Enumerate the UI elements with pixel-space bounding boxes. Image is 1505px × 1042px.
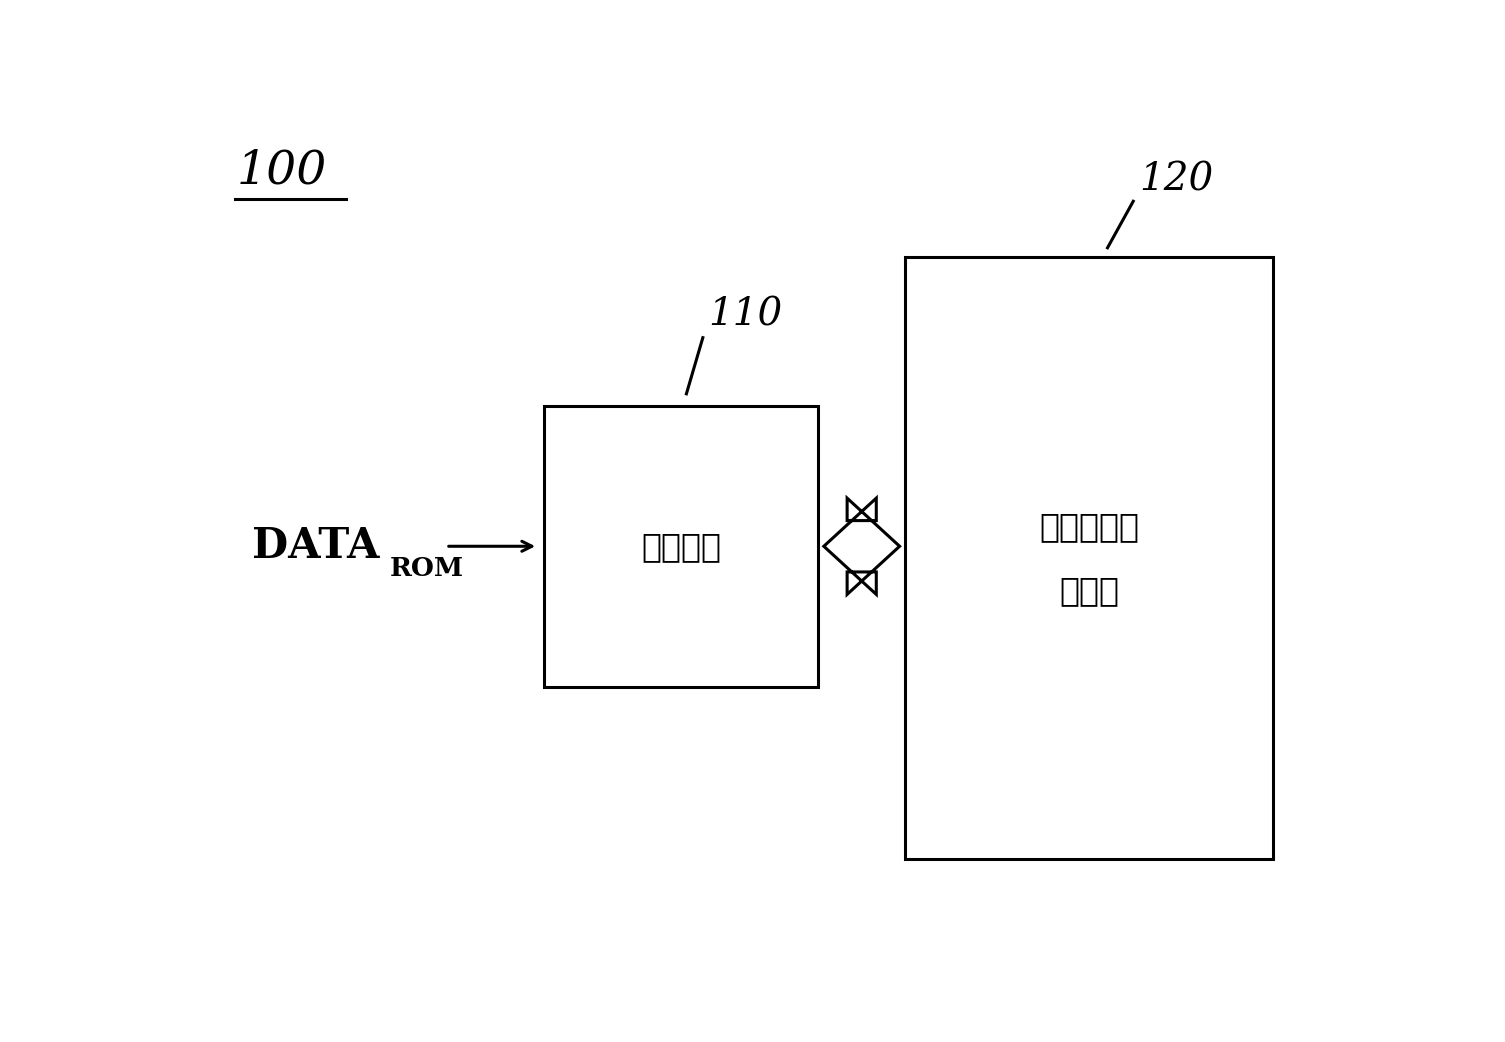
Bar <box>906 257 1273 860</box>
Text: ROM: ROM <box>390 556 464 581</box>
Text: 100: 100 <box>238 148 328 193</box>
Text: 存储器: 存储器 <box>1060 574 1120 606</box>
Text: 120: 120 <box>1139 162 1213 199</box>
Text: 110: 110 <box>709 297 783 333</box>
Text: 控制单元: 控制单元 <box>641 529 721 563</box>
Bar <box>543 406 819 687</box>
Text: 单次可编程: 单次可编程 <box>1038 510 1139 543</box>
Polygon shape <box>823 498 900 594</box>
Text: DATA: DATA <box>253 525 379 567</box>
